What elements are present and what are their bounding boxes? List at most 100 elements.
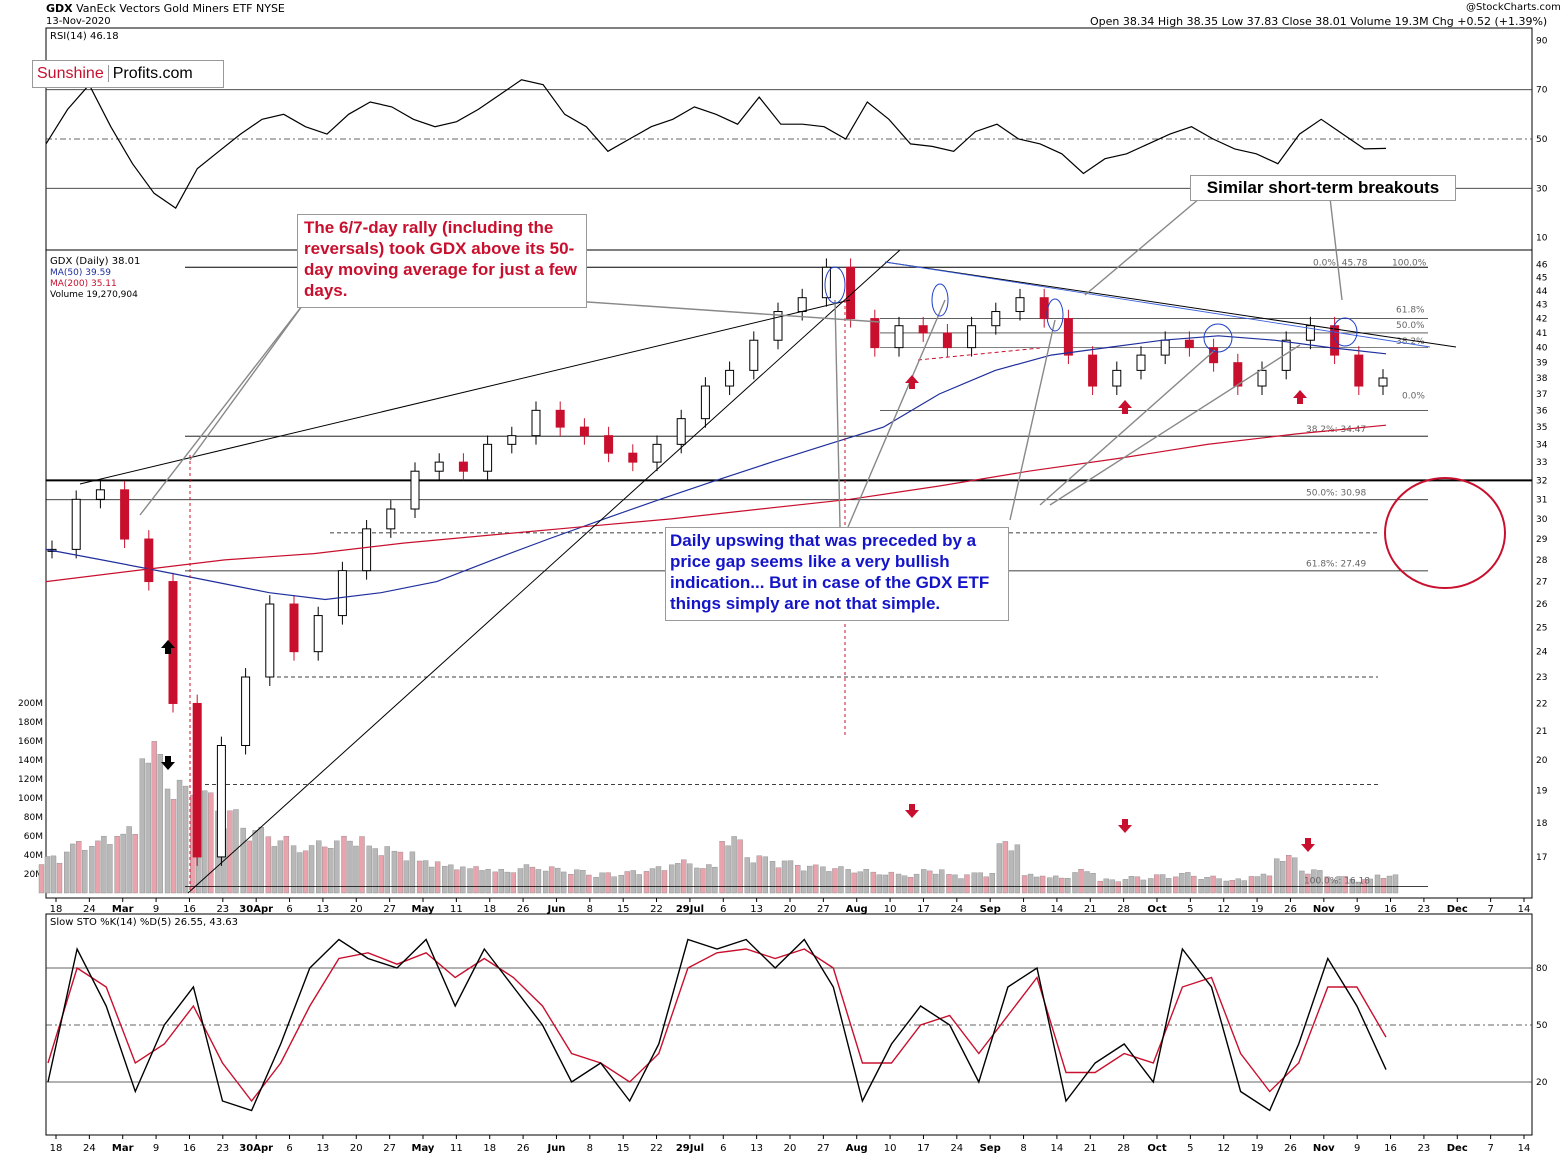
highlight-ellipse — [931, 283, 949, 317]
date-tick-label: 24 — [83, 904, 96, 915]
price-candle — [821, 266, 831, 299]
price-candle — [362, 528, 372, 572]
price-candle — [725, 369, 735, 387]
volume-bar — [56, 862, 63, 894]
date-tick-label: 16 — [1384, 1143, 1397, 1154]
date-tick-label: 26 — [517, 1143, 530, 1154]
volume-bar — [479, 870, 485, 894]
volume-bar — [756, 855, 763, 894]
volume-bar — [151, 741, 158, 894]
volume-tick-label: 80M — [24, 813, 43, 823]
date-tick-label: 23 — [1418, 904, 1431, 915]
price-tick-label: 24 — [1536, 648, 1548, 658]
date-tick-label: 29Jul — [676, 1143, 704, 1154]
date-tick-label: 26 — [1284, 1143, 1297, 1154]
volume-bar — [1128, 875, 1135, 894]
date-tick-label: 9 — [1354, 1143, 1360, 1154]
volume-bar — [1033, 876, 1040, 894]
gap-dashed-line — [917, 347, 1041, 361]
price-candle — [410, 470, 420, 510]
volume-bar — [397, 851, 404, 894]
price-tick-label: 38 — [1536, 374, 1548, 384]
price-candle — [1088, 354, 1098, 387]
volume-bar — [882, 874, 889, 894]
price-tick-label: 35 — [1536, 423, 1547, 433]
date-tick-label: Nov — [1313, 904, 1335, 915]
volume-bar — [422, 860, 429, 894]
date-tick-label: 19 — [1251, 1143, 1264, 1154]
volume-bar — [1053, 875, 1059, 894]
volume-bar — [182, 785, 189, 894]
volume-bar — [1014, 844, 1021, 894]
volume-bar — [1311, 869, 1317, 894]
price-tick-label: 29 — [1536, 535, 1548, 545]
volume-bar — [126, 826, 132, 894]
volume-bar — [1008, 850, 1015, 894]
price-tick-label: 46 — [1536, 260, 1548, 270]
volume-bar — [76, 841, 82, 894]
volume-bar — [845, 869, 851, 894]
volume-bar — [454, 869, 460, 894]
volume-bar — [1191, 875, 1197, 894]
volume-bar — [611, 876, 617, 894]
fib-label: 100.0% — [1392, 258, 1427, 268]
volume-bar — [1241, 880, 1247, 894]
date-tick-label: 18 — [483, 904, 496, 915]
volume-bar — [1165, 878, 1172, 894]
sto-tick-label: 80 — [1536, 964, 1548, 974]
date-tick-label: 9 — [153, 904, 159, 915]
price-tick-label: 33 — [1536, 458, 1547, 468]
volume-bar — [202, 790, 208, 894]
volume-bar — [750, 862, 757, 894]
volume-bar — [1305, 873, 1311, 894]
sell-arrow-icon — [161, 756, 175, 770]
volume-bar — [265, 836, 272, 894]
volume-bar — [795, 865, 801, 894]
up-arrow-icon — [905, 375, 919, 389]
volume-bar — [434, 861, 441, 894]
volume-bar — [983, 876, 989, 894]
price-tick-label: 30 — [1536, 515, 1548, 525]
volume-bar — [1039, 875, 1046, 894]
date-tick-label: 13 — [750, 904, 763, 915]
volume-bar — [927, 870, 933, 894]
volume-bar — [907, 877, 914, 894]
fib-label: 50.0% — [1396, 321, 1425, 331]
volume-bar — [1279, 861, 1286, 894]
date-tick-label: Aug — [846, 904, 868, 915]
volume-bar — [618, 875, 624, 894]
volume-bar — [1317, 870, 1323, 894]
volume-bar — [661, 870, 668, 894]
volume-bar — [921, 869, 927, 894]
date-tick-label: 5 — [1187, 1143, 1193, 1154]
volume-bar — [252, 830, 258, 894]
price-candle — [1136, 354, 1146, 371]
security-name: VanEck Vectors Gold Miners ETF — [76, 2, 253, 15]
volume-bar — [913, 873, 920, 894]
price-candle — [531, 409, 541, 437]
volume-bar — [832, 868, 838, 894]
volume-bar — [901, 875, 908, 894]
volume-bar — [971, 872, 977, 894]
volume-bar — [258, 827, 264, 894]
volume-bar — [1065, 878, 1071, 894]
volume-bar — [227, 810, 233, 894]
fib-label: 61.8% — [1396, 305, 1425, 315]
price-candle — [95, 489, 105, 500]
price-candle — [313, 615, 323, 653]
price-candle — [967, 325, 977, 349]
volume-bar — [89, 846, 95, 894]
callout-line — [847, 299, 946, 528]
volume-bar — [542, 870, 549, 894]
chart-date: 13-Nov-2020 — [46, 16, 111, 27]
volume-bar — [933, 873, 939, 894]
volume-bar — [1248, 876, 1255, 894]
volume-bar — [529, 866, 536, 894]
volume-bar — [271, 846, 278, 894]
date-tick-label: 13 — [750, 1143, 763, 1154]
date-tick-label: 27 — [383, 1143, 396, 1154]
logo-sunshine: Sunshine — [37, 65, 104, 82]
date-tick-label: 22 — [650, 1143, 663, 1154]
date-tick-label: 17 — [917, 1143, 930, 1154]
rsi-tick-label: 10 — [1536, 234, 1548, 244]
